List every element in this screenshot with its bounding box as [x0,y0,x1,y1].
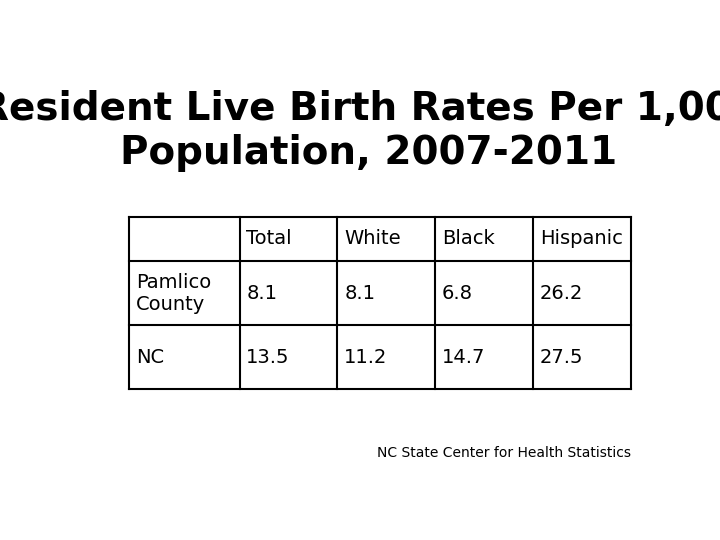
Text: 13.5: 13.5 [246,348,289,367]
Text: NC State Center for Health Statistics: NC State Center for Health Statistics [377,446,631,460]
Text: Resident Live Birth Rates Per 1,000
Population, 2007-2011: Resident Live Birth Rates Per 1,000 Popu… [0,90,720,172]
Text: Total: Total [246,230,292,248]
Text: Black: Black [442,230,495,248]
Text: 26.2: 26.2 [540,284,583,303]
Text: 8.1: 8.1 [246,284,277,303]
Text: Hispanic: Hispanic [540,230,623,248]
Text: 14.7: 14.7 [442,348,485,367]
Text: White: White [344,230,401,248]
Text: 6.8: 6.8 [442,284,473,303]
Text: 11.2: 11.2 [344,348,387,367]
Text: Pamlico
County: Pamlico County [136,273,211,314]
Text: NC: NC [136,348,164,367]
Text: 27.5: 27.5 [540,348,583,367]
Text: 8.1: 8.1 [344,284,375,303]
